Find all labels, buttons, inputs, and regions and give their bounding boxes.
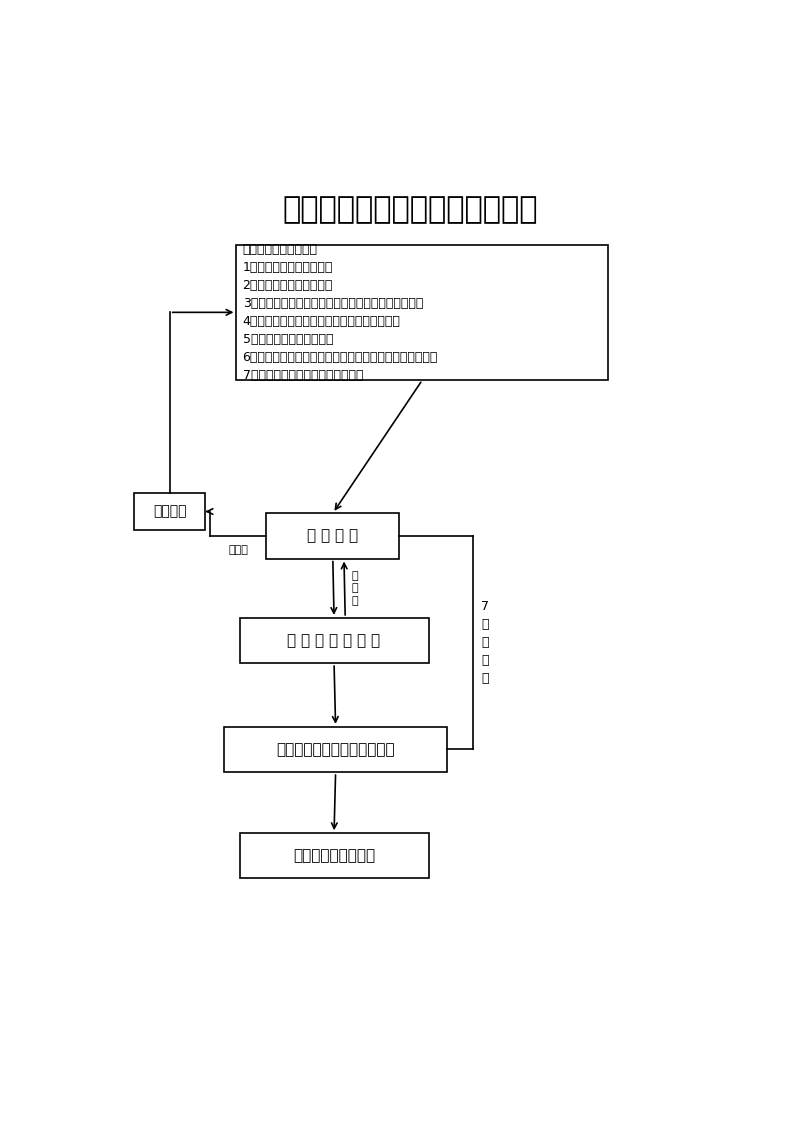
Text: 安 监 站 审 核 资 料: 安 监 站 审 核 资 料	[287, 633, 381, 648]
FancyBboxPatch shape	[266, 513, 399, 558]
Text: 说明原因: 说明原因	[153, 505, 186, 518]
Text: 不合格: 不合格	[228, 544, 248, 555]
FancyBboxPatch shape	[224, 727, 447, 772]
Text: 相关资料安监站存档: 相关资料安监站存档	[293, 848, 375, 864]
Text: 办理燃气供应许可证工作流程图: 办理燃气供应许可证工作流程图	[282, 196, 538, 224]
Text: 不
合
格: 不 合 格	[351, 571, 358, 606]
Text: 行政相对人提供资料：
1、燃气供应许可证申请书
2、有符合标准的固定设施
3、经公安消防部门审核合格的燃气消防安全保护措施
4、有防泄漏、防火、防爆安全管理制度: 行政相对人提供资料： 1、燃气供应许可证申请书 2、有符合标准的固定设施 3、经…	[242, 243, 438, 381]
Text: 7
个
工
作
日: 7 个 工 作 日	[482, 600, 490, 685]
Text: 窗 口 受 理: 窗 口 受 理	[307, 529, 358, 543]
FancyBboxPatch shape	[237, 245, 608, 380]
FancyBboxPatch shape	[239, 833, 429, 878]
FancyBboxPatch shape	[134, 494, 206, 530]
FancyBboxPatch shape	[239, 618, 429, 663]
Text: 窗口批准颁发燃气供应许可证: 窗口批准颁发燃气供应许可证	[276, 741, 395, 757]
